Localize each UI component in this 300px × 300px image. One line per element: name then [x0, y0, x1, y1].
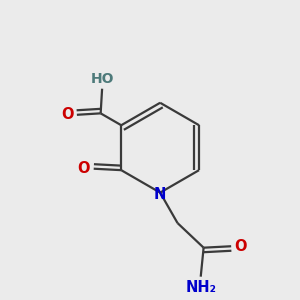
Text: O: O — [78, 161, 90, 176]
Text: HO: HO — [90, 72, 114, 86]
Text: O: O — [61, 107, 74, 122]
Text: N: N — [154, 187, 166, 202]
Text: O: O — [235, 239, 247, 254]
Text: NH₂: NH₂ — [185, 280, 216, 295]
